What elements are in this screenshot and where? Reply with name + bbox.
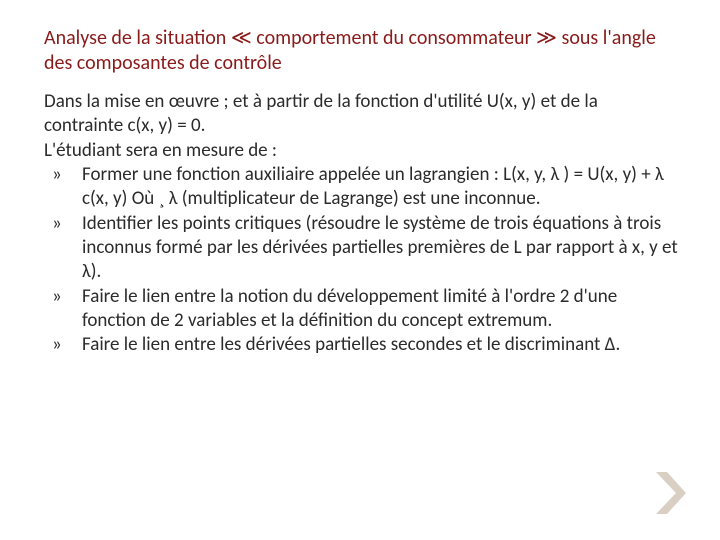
intro-paragraph-2: L'étudiant sera en mesure de : (42, 139, 678, 163)
list-item-text: Former une fonction auxiliaire appelée u… (82, 163, 664, 210)
list-item: Identifier les points critiques (résoudr… (44, 212, 678, 285)
bullet-list: Former une fonction auxiliaire appelée u… (42, 163, 678, 358)
list-item: Faire le lien entre les dérivées partiel… (44, 333, 678, 357)
list-item-text: Faire le lien entre la notion du dévelop… (82, 285, 617, 332)
slide-container: Analyse de la situation ≪ comportement d… (0, 0, 720, 540)
list-item: Former une fonction auxiliaire appelée u… (44, 163, 678, 212)
list-item-text: Identifier les points critiques (résoudr… (82, 212, 678, 284)
intro-paragraph-1: Dans la mise en œuvre ; et à partir de l… (42, 90, 678, 139)
slide-title: Analyse de la situation ≪ comportement d… (42, 26, 678, 76)
list-item: Faire le lien entre la notion du dévelop… (44, 285, 678, 334)
chevron-right-icon (654, 470, 688, 516)
list-item-text: Faire le lien entre les dérivées partiel… (82, 333, 620, 356)
